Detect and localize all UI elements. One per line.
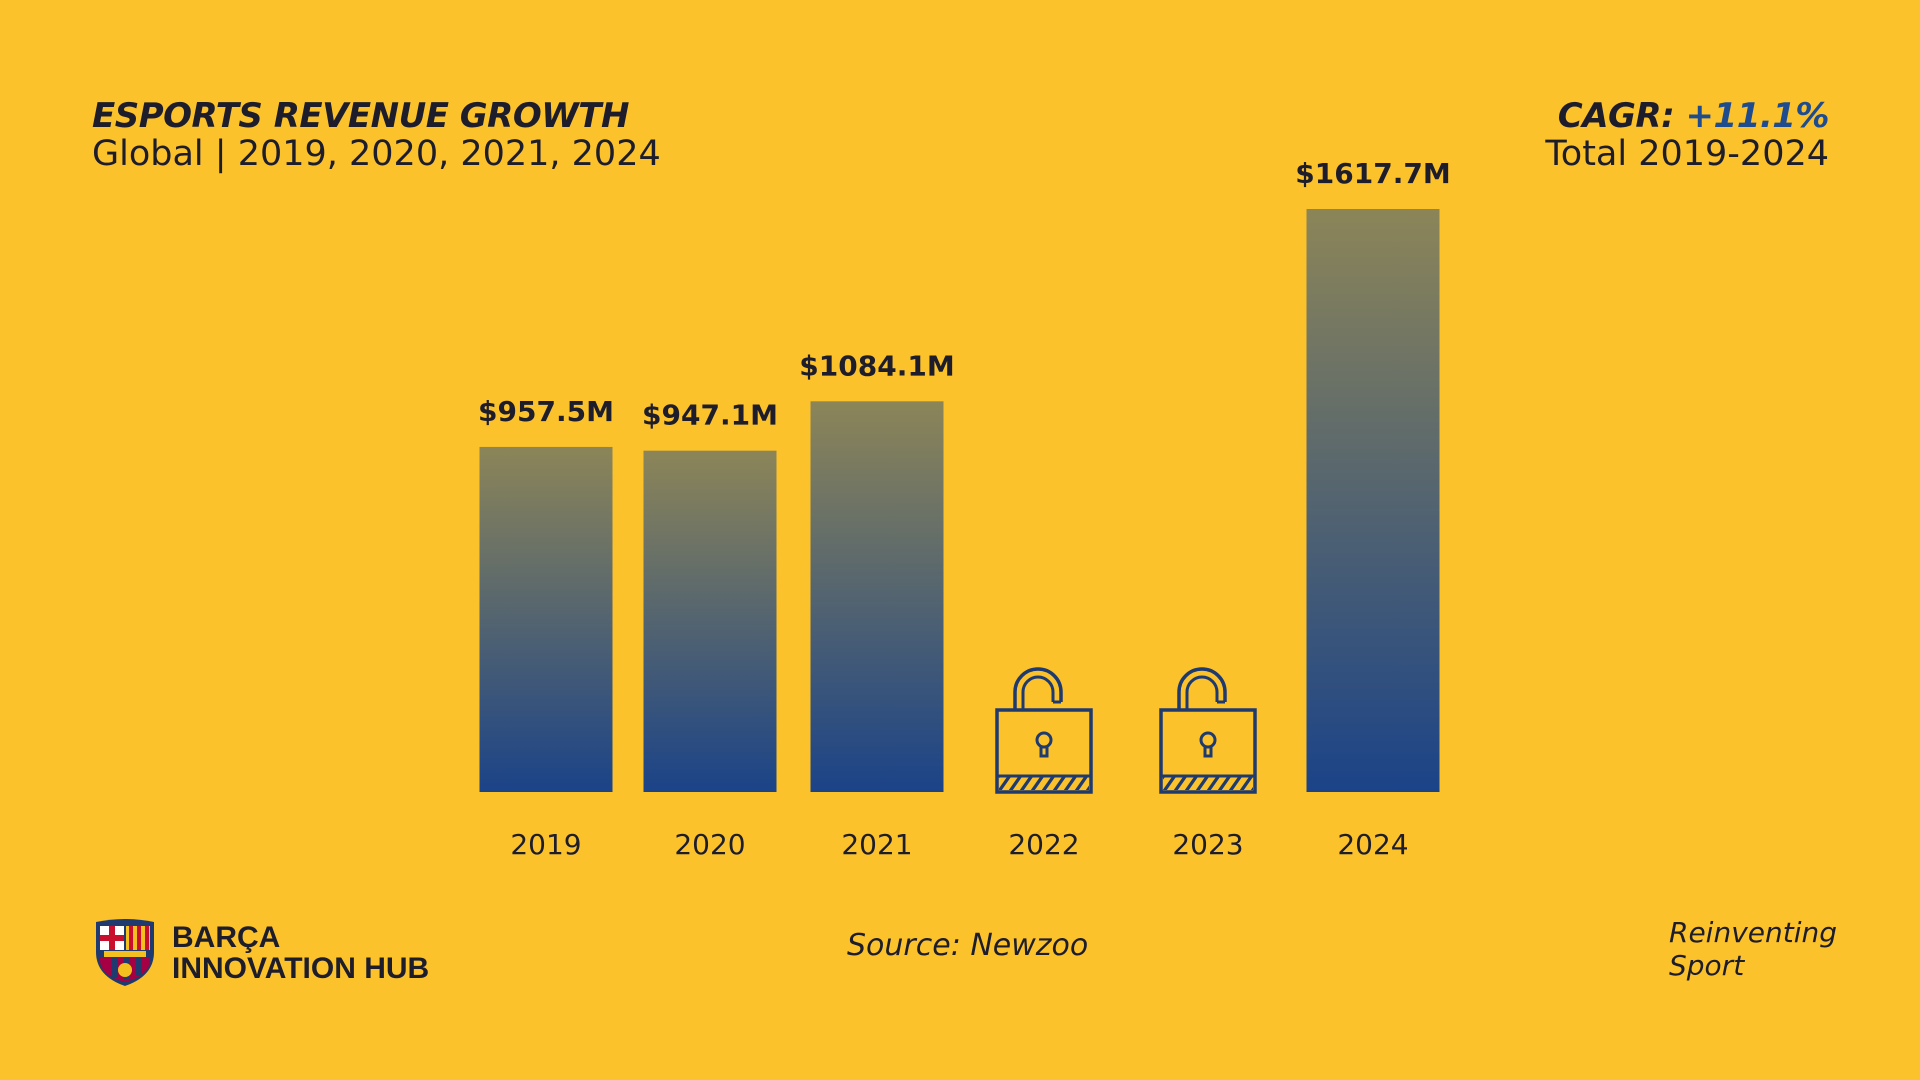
bar-2021 bbox=[810, 401, 944, 792]
cagr-label: CAGR: bbox=[1557, 96, 1675, 136]
cagr-heading: CAGR: +11.1% bbox=[1557, 96, 1830, 136]
page-subtitle: Global | 2019, 2020, 2021, 2024 bbox=[92, 134, 661, 174]
x-tick-label-2019: 2019 bbox=[510, 828, 581, 861]
unlocked-padlock-icon bbox=[995, 667, 1093, 794]
bar-group-2019: $957.5M 2019 bbox=[478, 395, 614, 861]
data-label-2019: $957.5M bbox=[478, 395, 614, 428]
x-tick-label-2022: 2022 bbox=[1008, 828, 1079, 861]
bar-2020 bbox=[643, 450, 777, 792]
bar-group-2020: $947.1M 2020 bbox=[642, 399, 778, 861]
tagline: Reinventing Sport bbox=[1669, 916, 1838, 982]
x-tick-label-2024: 2024 bbox=[1337, 828, 1408, 861]
logo-line-1: BARÇA bbox=[172, 921, 281, 954]
x-tick-label-2023: 2023 bbox=[1172, 828, 1243, 861]
bar-2019 bbox=[479, 446, 613, 792]
x-tick-label-2020: 2020 bbox=[674, 828, 745, 861]
cagr-period: Total 2019-2024 bbox=[1545, 134, 1829, 174]
unlocked-padlock-icon bbox=[1159, 667, 1257, 794]
source-note: Source: Newzoo bbox=[847, 928, 1089, 963]
bar-group-2021: $1084.1M 2021 bbox=[799, 349, 954, 861]
bar-group-2022: 2022 bbox=[995, 667, 1093, 861]
data-label-2021: $1084.1M bbox=[799, 349, 954, 382]
bar-group-2024: $1617.7M 2024 bbox=[1295, 157, 1450, 861]
fcb-crest-icon bbox=[96, 919, 154, 986]
bar-2024 bbox=[1306, 209, 1440, 792]
data-label-2024: $1617.7M bbox=[1295, 157, 1450, 190]
logo-line-2: INNOVATION HUB bbox=[172, 952, 430, 985]
bar-group-2023: 2023 bbox=[1159, 667, 1257, 861]
page-title: ESPORTS REVENUE GROWTH bbox=[92, 96, 629, 136]
logo-wordmark: BARÇA INNOVATION HUB bbox=[172, 922, 429, 984]
x-tick-label-2021: 2021 bbox=[841, 828, 912, 861]
tagline-line-1: Reinventing bbox=[1669, 916, 1838, 949]
bars-group: $957.5M 2019 $947.1M 2020 $1084.1M 2021 2022 20… bbox=[478, 157, 1451, 861]
barca-innovation-hub-logo: BARÇA INNOVATION HUB bbox=[92, 918, 429, 988]
data-label-2020: $947.1M bbox=[642, 399, 778, 432]
cagr-value: +11.1% bbox=[1685, 96, 1830, 136]
tagline-line-2: Sport bbox=[1669, 949, 1745, 982]
